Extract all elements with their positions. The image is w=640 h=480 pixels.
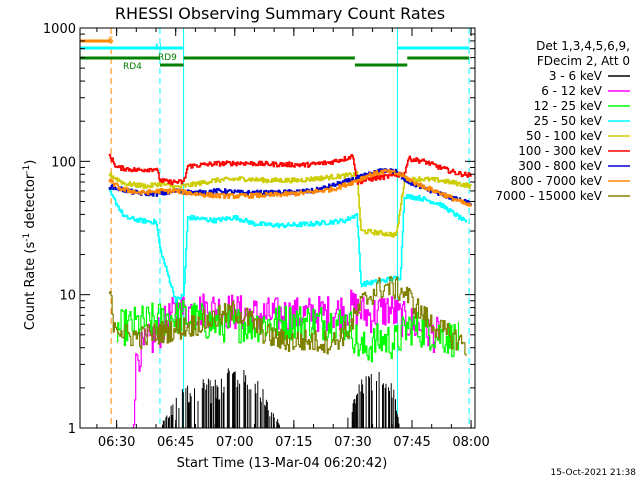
plot-frame [79, 27, 476, 429]
x-tick-label: 06:45 [157, 435, 194, 450]
series-line-800-7000-kev [108, 168, 472, 207]
x-axis-label: Start Time (13-Mar-04 06:20:42) [177, 456, 388, 471]
series-line-25-50-kev [108, 188, 468, 304]
x-tick-label: 08:00 [452, 435, 489, 450]
legend-label-5: 100 - 300 keV [518, 144, 602, 158]
y-tick-label: 1 [68, 422, 76, 437]
legend-header-2: FDecim 2, Att 0 [537, 54, 630, 68]
legend-label-3: 25 - 50 keV [534, 114, 603, 128]
chart-title: RHESSI Observing Summary Count Rates [115, 4, 445, 23]
y-tick-label: 10 [59, 289, 76, 304]
x-tick-label: 06:30 [98, 435, 135, 450]
legend: Det 1,3,4,5,6,9, FDecim 2, Att 0 3 - 6 k… [495, 39, 630, 203]
legend-label-2: 12 - 25 keV [534, 99, 603, 113]
series-line-12-25-kev [116, 299, 460, 363]
state-label-rd9: RD9 [158, 53, 177, 63]
legend-label-0: 3 - 6 keV [549, 69, 603, 83]
legend-label-6: 300 - 800 keV [518, 159, 602, 173]
state-label-s: S [108, 36, 114, 46]
legend-label-7: 800 - 7000 keV [511, 174, 603, 188]
series-line-100-300-kev [108, 153, 472, 186]
footer-date: 15-Oct-2021 21:38 [551, 468, 637, 478]
y-tick-label: 100 [51, 155, 76, 170]
legend-header-1: Det 1,3,4,5,6,9, [536, 39, 630, 53]
legend-label-1: 6 - 12 keV [541, 84, 603, 98]
series-line-7000-15000-kev [108, 276, 467, 356]
svg-text:Count Rate (s-1 detector-1): Count Rate (s-1 detector-1) [22, 160, 38, 331]
x-tick-label: 07:15 [275, 435, 312, 450]
series-line-300-800-kev [108, 168, 472, 206]
legend-label-8: 7000 - 15000 keV [495, 189, 602, 203]
x-tick-label: 07:00 [216, 435, 253, 450]
axes: 1 10 100 1000 06:30 06:45 07:00 07:15 07:30 07:45… [43, 22, 490, 450]
state-label-rd4: RD4 [123, 62, 142, 72]
y-axis-label: Count Rate (s-1 detector-1) [22, 160, 38, 331]
x-tick-label: 07:30 [334, 435, 371, 450]
y-tick-label: 1000 [43, 22, 76, 37]
legend-label-4: 50 - 100 keV [526, 129, 603, 143]
series-spikes-3-6-kev [162, 368, 400, 428]
plot-area: S N RD4 RD9 [80, 28, 472, 429]
x-tick-label: 07:45 [393, 435, 430, 450]
state-label-n: N [155, 43, 162, 53]
